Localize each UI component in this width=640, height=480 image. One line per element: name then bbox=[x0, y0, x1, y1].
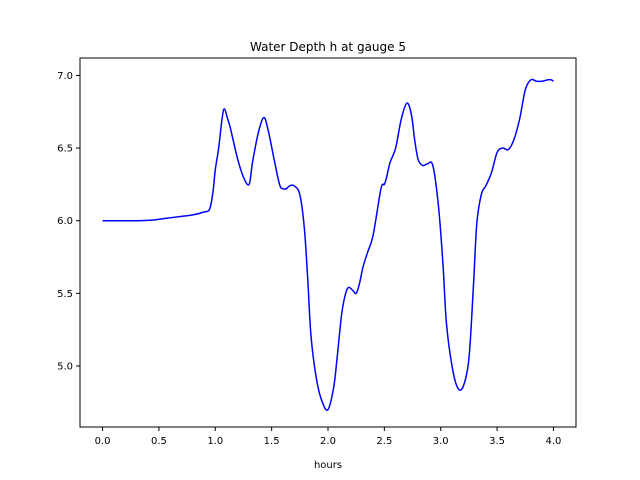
x-tick-label: 2.0 bbox=[320, 436, 336, 447]
x-axis-label: hours bbox=[314, 460, 342, 471]
y-tick-label: 7.0 bbox=[57, 71, 73, 82]
y-tick-label: 6.0 bbox=[57, 216, 73, 227]
x-tick-label: 3.5 bbox=[489, 436, 505, 447]
y-tick-label: 5.0 bbox=[57, 361, 73, 372]
x-tick-label: 1.5 bbox=[264, 436, 280, 447]
chart-title: Water Depth h at gauge 5 bbox=[250, 40, 406, 54]
x-tick-label: 1.0 bbox=[207, 436, 223, 447]
x-tick-label: 4.0 bbox=[546, 436, 562, 447]
axis-ticks: 0.0 0.5 1.0 1.5 2.0 2.5 3.0 3.5 4.0 5.0 5.5 6.0 6.5 7… bbox=[57, 71, 561, 447]
axes-frame bbox=[79, 57, 577, 428]
plot-area bbox=[102, 78, 554, 411]
x-tick-label: 0.5 bbox=[151, 436, 167, 447]
x-tick-label: 0.0 bbox=[95, 436, 111, 447]
x-tick-label: 3.0 bbox=[433, 436, 449, 447]
y-tick-label: 5.5 bbox=[57, 289, 73, 300]
x-tick-label: 2.5 bbox=[376, 436, 392, 447]
y-tick-label: 6.5 bbox=[57, 144, 73, 155]
series-line bbox=[102, 78, 554, 411]
